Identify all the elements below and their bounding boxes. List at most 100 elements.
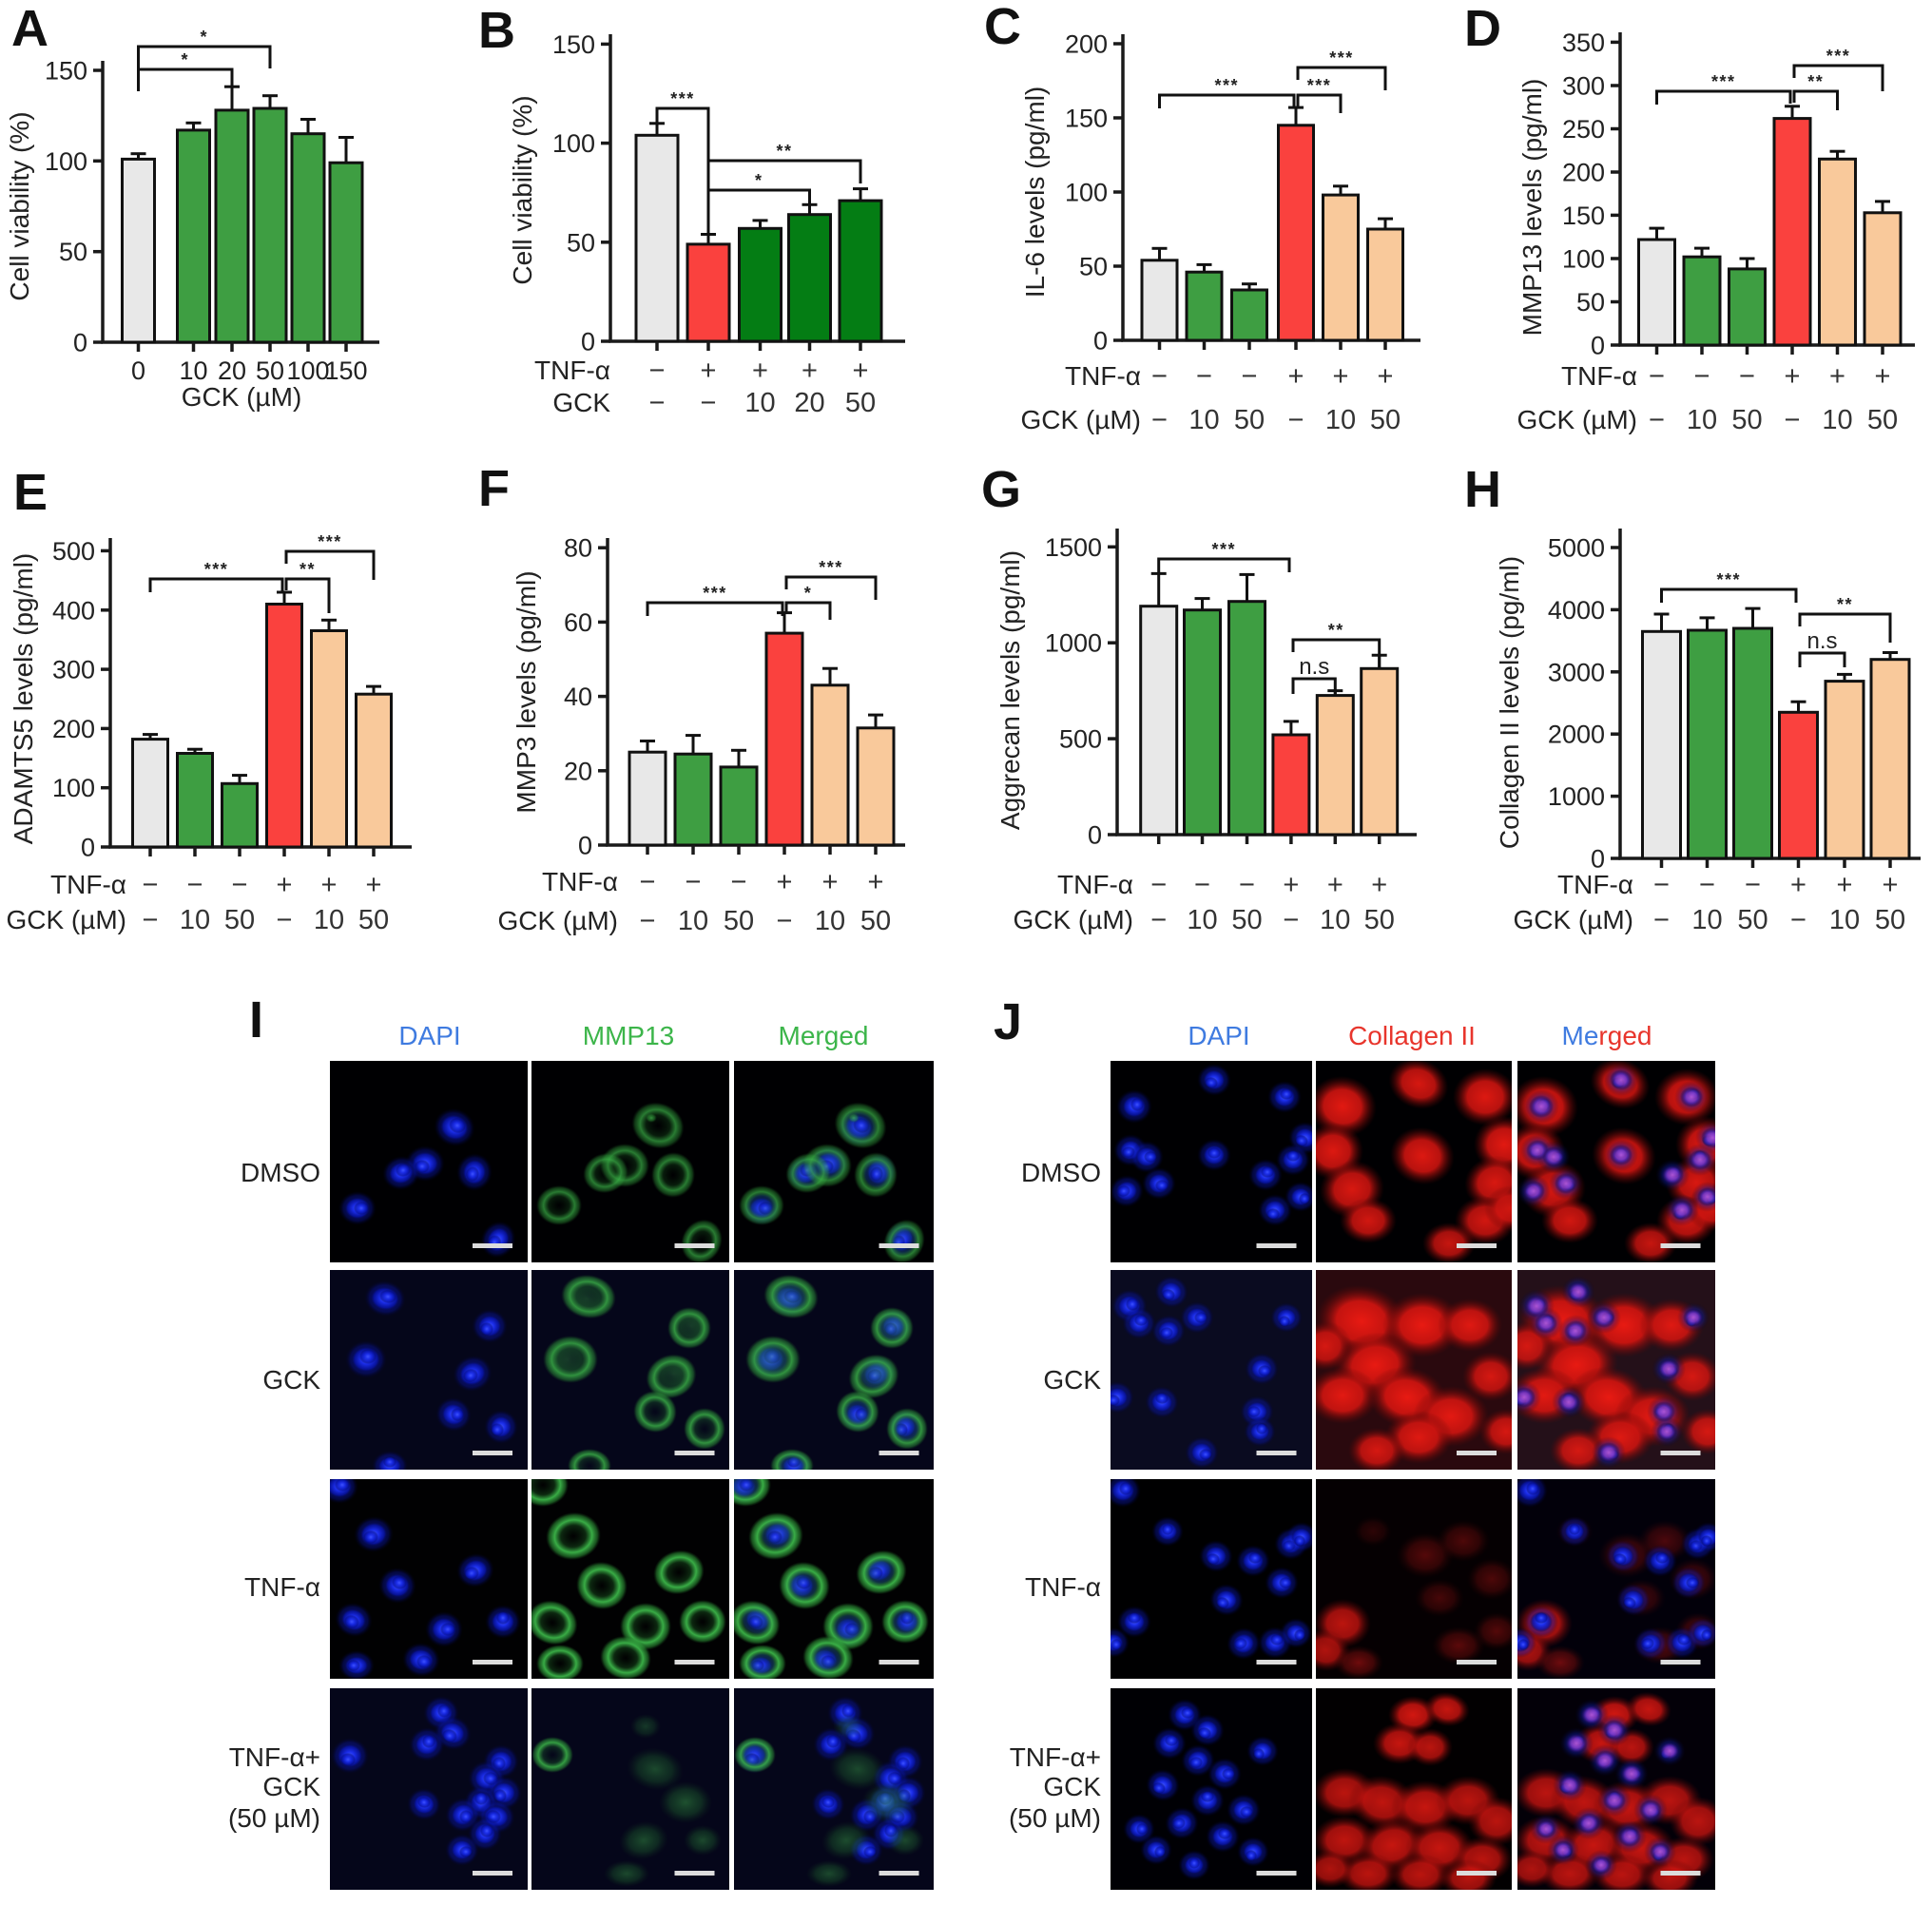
svg-text:0: 0 xyxy=(73,329,87,357)
svg-text:1000: 1000 xyxy=(1548,782,1605,811)
svg-text:+: + xyxy=(1883,870,1899,900)
svg-text:***: *** xyxy=(1826,47,1851,66)
svg-text:***: *** xyxy=(1329,48,1354,67)
svg-text:50: 50 xyxy=(1364,905,1395,935)
svg-text:0: 0 xyxy=(578,832,592,860)
svg-text:**: ** xyxy=(1328,621,1344,640)
svg-text:MMP13 levels (pg/ml): MMP13 levels (pg/ml) xyxy=(1517,79,1547,337)
svg-text:TNF-α: TNF-α xyxy=(1025,1572,1101,1602)
svg-text:100: 100 xyxy=(286,356,329,385)
svg-text:−: − xyxy=(1653,870,1670,900)
svg-text:50: 50 xyxy=(256,356,284,385)
svg-text:−: − xyxy=(640,906,656,936)
svg-text:DMSO: DMSO xyxy=(1021,1158,1101,1187)
svg-text:500: 500 xyxy=(1059,725,1102,754)
svg-text:0: 0 xyxy=(1591,845,1605,874)
svg-text:TNF-α: TNF-α xyxy=(1557,870,1633,899)
svg-text:MMP13: MMP13 xyxy=(583,1021,674,1050)
svg-text:Merged: Merged xyxy=(779,1021,869,1050)
svg-text:*: * xyxy=(201,28,209,47)
svg-text:−: − xyxy=(731,867,747,897)
svg-text:0: 0 xyxy=(1591,332,1605,360)
svg-text:50: 50 xyxy=(1737,905,1768,935)
svg-text:−: − xyxy=(1151,361,1168,392)
svg-text:***: *** xyxy=(318,532,342,551)
svg-text:n.s: n.s xyxy=(1806,628,1837,654)
svg-text:C: C xyxy=(984,0,1021,55)
svg-text:GCK (µM): GCK (µM) xyxy=(182,382,302,412)
svg-text:−: − xyxy=(1694,361,1710,392)
svg-text:0: 0 xyxy=(1093,327,1108,356)
svg-text:500: 500 xyxy=(52,537,95,566)
svg-text:***: *** xyxy=(1212,540,1237,559)
svg-text:***: *** xyxy=(204,560,229,579)
svg-text:20: 20 xyxy=(564,757,592,785)
svg-text:80: 80 xyxy=(564,534,592,563)
svg-text:−: − xyxy=(1194,870,1210,900)
svg-text:Collagen II: Collagen II xyxy=(1348,1021,1476,1050)
svg-text:200: 200 xyxy=(1065,30,1108,59)
svg-text:20: 20 xyxy=(794,388,824,418)
svg-text:50: 50 xyxy=(358,905,389,935)
svg-text:DAPI: DAPI xyxy=(1188,1021,1249,1050)
svg-text:+: + xyxy=(1829,361,1845,392)
svg-text:−: − xyxy=(232,870,248,900)
svg-text:+: + xyxy=(868,867,884,897)
svg-text:−: − xyxy=(1649,361,1665,392)
svg-text:+: + xyxy=(277,870,293,900)
svg-text:+: + xyxy=(1327,870,1343,900)
svg-text:**: ** xyxy=(299,560,316,579)
svg-text:3000: 3000 xyxy=(1548,658,1605,686)
svg-text:(50 µM): (50 µM) xyxy=(1009,1803,1101,1833)
svg-text:−: − xyxy=(701,388,717,418)
svg-text:IL-6 levels (pg/ml): IL-6 levels (pg/ml) xyxy=(1020,87,1050,298)
svg-text:+: + xyxy=(1790,870,1806,900)
svg-text:150: 150 xyxy=(324,356,367,385)
svg-text:−: − xyxy=(1739,361,1755,392)
svg-text:GCK: GCK xyxy=(262,1365,320,1395)
svg-text:−: − xyxy=(1242,361,1258,392)
svg-text:40: 40 xyxy=(564,683,592,711)
svg-text:(50 µM): (50 µM) xyxy=(228,1803,320,1833)
svg-text:***: *** xyxy=(1214,76,1239,95)
svg-text:10: 10 xyxy=(1829,905,1860,935)
svg-text:+: + xyxy=(802,356,818,386)
svg-text:0: 0 xyxy=(581,328,595,356)
svg-text:DAPI: DAPI xyxy=(398,1021,460,1050)
svg-text:−: − xyxy=(1196,361,1212,392)
svg-text:400: 400 xyxy=(52,596,95,625)
svg-text:50: 50 xyxy=(1079,253,1108,281)
svg-text:+: + xyxy=(777,867,793,897)
svg-text:10: 10 xyxy=(1320,905,1350,935)
svg-text:I: I xyxy=(249,991,263,1049)
svg-text:ADAMTS5 levels (pg/ml): ADAMTS5 levels (pg/ml) xyxy=(9,553,38,845)
svg-text:50: 50 xyxy=(1231,905,1262,935)
svg-text:50: 50 xyxy=(567,228,595,257)
svg-text:GCK: GCK xyxy=(1043,1365,1101,1395)
svg-text:+: + xyxy=(752,356,768,386)
svg-text:TNF-α: TNF-α xyxy=(50,870,126,899)
svg-text:50: 50 xyxy=(1234,405,1265,435)
svg-text:−: − xyxy=(143,905,159,935)
svg-text:4000: 4000 xyxy=(1548,596,1605,625)
svg-text:150: 150 xyxy=(552,30,595,59)
svg-text:GCK (µM): GCK (µM) xyxy=(1020,405,1141,434)
svg-text:Collagen II levels (pg/ml): Collagen II levels (pg/ml) xyxy=(1495,556,1524,849)
svg-text:−: − xyxy=(1785,405,1801,435)
svg-text:−: − xyxy=(1151,405,1168,435)
svg-text:−: − xyxy=(649,388,666,418)
svg-text:A: A xyxy=(11,0,48,57)
svg-text:−: − xyxy=(1653,905,1670,935)
svg-text:B: B xyxy=(478,2,515,59)
svg-text:Cell viability (%): Cell viability (%) xyxy=(508,95,537,284)
svg-text:+: + xyxy=(1837,870,1853,900)
svg-text:200: 200 xyxy=(52,715,95,743)
svg-text:*: * xyxy=(755,171,763,190)
svg-text:10: 10 xyxy=(180,905,210,935)
svg-text:50: 50 xyxy=(1370,405,1401,435)
svg-text:10: 10 xyxy=(1325,405,1356,435)
svg-text:*: * xyxy=(182,50,190,69)
svg-text:**: ** xyxy=(1807,72,1824,91)
svg-text:TNF-α: TNF-α xyxy=(1065,361,1141,391)
svg-text:**: ** xyxy=(1837,595,1853,614)
